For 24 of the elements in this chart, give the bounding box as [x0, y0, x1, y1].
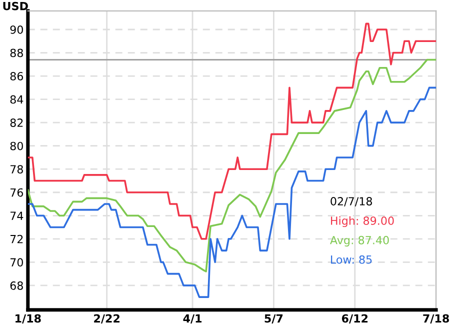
y-tick-label: 78	[10, 165, 23, 174]
annotation: 02/7/18	[330, 197, 372, 206]
x-tick-label: 5/7	[264, 314, 283, 324]
annotation: High: 89.00	[331, 216, 394, 228]
y-tick-label: 82	[10, 118, 23, 127]
y-tick-label: 76	[10, 188, 24, 197]
annotation: Avg: 87.40	[330, 236, 389, 246]
x-tick-label: 1/18	[16, 314, 41, 324]
y-tick-label: 74	[10, 212, 24, 220]
y-axis-title: USD	[3, 2, 28, 10]
annotation: Low: 85	[331, 255, 372, 264]
y-tick-label: 88	[10, 48, 23, 58]
y-tick-label: 86	[10, 72, 24, 80]
y-tick-label: 70	[10, 258, 23, 267]
y-tick-label: 72	[10, 234, 23, 244]
y-tick-label: 84	[10, 95, 24, 104]
x-tick-label: 4/1	[183, 314, 202, 324]
x-tick-label: 6/12	[342, 314, 368, 324]
x-tick-label: 2/22	[94, 314, 120, 324]
line-series	[28, 58, 436, 272]
y-tick-label: 80	[10, 142, 23, 150]
x-tick-label: 7/18	[423, 314, 449, 324]
y-tick-label: 68	[10, 281, 23, 290]
y-tick-label: 90	[10, 25, 23, 34]
